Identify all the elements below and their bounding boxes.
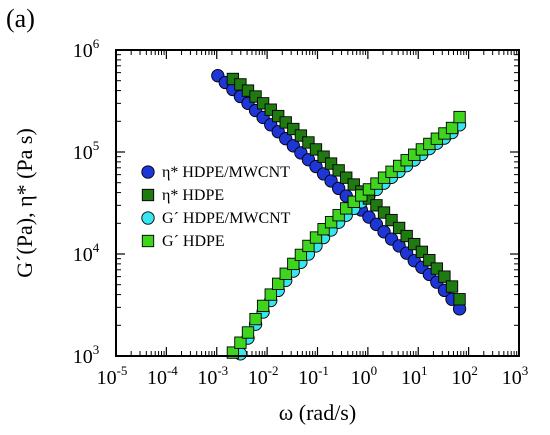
x-tick-label: 100 <box>351 363 378 389</box>
data-point <box>279 267 292 280</box>
data-point <box>302 136 315 149</box>
data-point <box>287 257 300 271</box>
x-tick-label: 103 <box>502 363 529 389</box>
legend-marker <box>141 211 155 225</box>
x-tick-label: 101 <box>401 363 428 389</box>
x-tick-label: 10-4 <box>147 363 178 389</box>
series-3 <box>226 110 466 359</box>
data-point <box>324 157 338 170</box>
data-point <box>241 326 255 339</box>
y-tick-label: 104 <box>73 240 100 266</box>
panel-label: (a) <box>6 4 35 33</box>
data-point <box>377 206 391 219</box>
data-point <box>324 216 338 229</box>
data-point <box>234 336 247 349</box>
y-tick-label: 106 <box>73 36 100 62</box>
legend-marker <box>141 165 155 179</box>
data-point <box>317 223 330 236</box>
data-point <box>272 109 285 123</box>
data-point <box>302 239 315 253</box>
data-point <box>317 150 330 163</box>
legend-marker <box>141 234 155 248</box>
legend-label: η* HDPE <box>162 187 224 204</box>
data-point <box>249 90 262 103</box>
data-point <box>249 312 262 326</box>
data-point <box>423 254 436 267</box>
data-point <box>294 248 308 262</box>
data-point <box>400 229 413 243</box>
data-point <box>309 231 323 244</box>
data-point <box>264 288 277 301</box>
data-point <box>279 116 292 129</box>
y-tick-label: 105 <box>73 138 100 164</box>
data-point <box>385 213 398 227</box>
data-point <box>294 129 308 142</box>
data-point <box>445 121 459 135</box>
plot-frame <box>115 49 520 357</box>
data-point <box>309 143 323 156</box>
data-point <box>256 97 270 110</box>
series-0 <box>211 69 467 316</box>
data-point <box>347 195 360 208</box>
data-point <box>392 221 406 235</box>
data-point <box>272 277 285 290</box>
data-point <box>340 171 353 184</box>
data-point <box>453 293 466 306</box>
x-tick-label: 10-3 <box>197 363 228 389</box>
legend-label: η* HDPE/MWCNT <box>162 164 290 181</box>
legend-label: G´ HDPE/MWCNT <box>162 210 291 227</box>
data-point <box>430 262 443 275</box>
data-point <box>347 178 360 191</box>
data-point <box>332 209 345 222</box>
y-axis-title: G´(Pa), η* (Pa s) <box>12 128 37 278</box>
x-axis-title: ω (rad/s) <box>279 400 356 425</box>
data-point <box>264 103 277 116</box>
data-point <box>287 122 300 136</box>
data-point <box>332 164 345 177</box>
x-tick-label: 102 <box>451 363 478 389</box>
legend: η* HDPE/MWCNT η* HDPE G´ HDPE/MWCNT G´ HDPE <box>141 164 291 250</box>
data-point <box>234 78 247 91</box>
data-point <box>370 199 383 212</box>
data-point <box>408 237 421 251</box>
legend-label: G´ HDPE <box>162 233 225 250</box>
data-point <box>256 299 270 313</box>
x-tick-label: 10-2 <box>248 363 279 389</box>
data-point <box>438 270 451 283</box>
data-markers <box>211 69 467 361</box>
data-point <box>453 110 466 124</box>
data-point <box>226 346 240 359</box>
data-point <box>340 202 353 215</box>
x-tick-label: 10-5 <box>97 363 128 389</box>
legend-marker <box>141 188 155 202</box>
data-point <box>445 280 459 293</box>
series-2 <box>233 118 467 361</box>
data-point <box>415 245 429 258</box>
x-tick-label: 10-1 <box>298 363 329 389</box>
y-tick-label: 103 <box>73 342 100 368</box>
tick-labels: 10-5 10-4 10-3 10-2 10-1 100 101 102 103 103 104 10… <box>73 36 529 389</box>
